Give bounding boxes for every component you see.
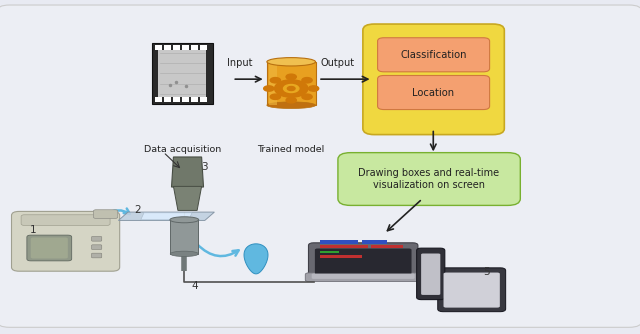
Circle shape <box>286 74 296 79</box>
FancyBboxPatch shape <box>438 268 506 312</box>
FancyBboxPatch shape <box>417 248 445 300</box>
FancyBboxPatch shape <box>92 236 102 241</box>
FancyBboxPatch shape <box>444 273 500 308</box>
FancyBboxPatch shape <box>191 45 198 50</box>
Text: Location: Location <box>412 88 454 98</box>
FancyBboxPatch shape <box>164 45 171 50</box>
Text: 1: 1 <box>30 225 36 235</box>
Polygon shape <box>173 186 202 210</box>
Ellipse shape <box>170 217 198 223</box>
FancyBboxPatch shape <box>378 75 490 110</box>
Ellipse shape <box>170 251 198 257</box>
Circle shape <box>302 94 312 100</box>
Text: Trained model: Trained model <box>257 145 325 154</box>
FancyBboxPatch shape <box>92 253 102 258</box>
FancyBboxPatch shape <box>200 98 207 103</box>
FancyBboxPatch shape <box>371 245 403 248</box>
FancyBboxPatch shape <box>173 98 180 103</box>
FancyBboxPatch shape <box>269 62 277 105</box>
FancyBboxPatch shape <box>31 237 68 259</box>
FancyBboxPatch shape <box>378 38 490 72</box>
Polygon shape <box>118 212 214 220</box>
FancyBboxPatch shape <box>320 250 339 253</box>
FancyBboxPatch shape <box>93 210 118 218</box>
FancyBboxPatch shape <box>338 153 520 205</box>
FancyBboxPatch shape <box>421 254 440 295</box>
FancyBboxPatch shape <box>182 98 189 103</box>
FancyBboxPatch shape <box>191 98 198 103</box>
FancyBboxPatch shape <box>320 240 358 244</box>
FancyBboxPatch shape <box>12 211 120 271</box>
FancyBboxPatch shape <box>170 220 198 254</box>
Text: Classification: Classification <box>400 50 467 60</box>
FancyBboxPatch shape <box>0 5 640 327</box>
Polygon shape <box>244 244 268 274</box>
Circle shape <box>264 86 274 91</box>
Text: 3: 3 <box>202 162 208 172</box>
Polygon shape <box>141 213 192 220</box>
FancyBboxPatch shape <box>308 243 418 278</box>
Text: Data acquisition: Data acquisition <box>144 145 221 154</box>
Circle shape <box>270 77 280 83</box>
FancyBboxPatch shape <box>152 43 212 104</box>
Polygon shape <box>172 157 204 187</box>
Circle shape <box>270 94 280 100</box>
FancyBboxPatch shape <box>21 215 110 225</box>
FancyBboxPatch shape <box>92 245 102 249</box>
FancyBboxPatch shape <box>320 255 362 258</box>
FancyBboxPatch shape <box>164 98 171 103</box>
FancyBboxPatch shape <box>155 45 161 50</box>
FancyBboxPatch shape <box>362 240 387 244</box>
FancyBboxPatch shape <box>182 45 189 50</box>
FancyBboxPatch shape <box>363 24 504 135</box>
Circle shape <box>284 85 299 93</box>
Circle shape <box>275 80 308 97</box>
Text: 4: 4 <box>192 281 198 291</box>
Circle shape <box>308 86 319 91</box>
FancyBboxPatch shape <box>200 45 207 50</box>
FancyBboxPatch shape <box>173 45 180 50</box>
Circle shape <box>302 77 312 83</box>
Ellipse shape <box>267 58 316 66</box>
Ellipse shape <box>267 102 316 109</box>
FancyBboxPatch shape <box>312 274 415 279</box>
FancyBboxPatch shape <box>320 245 368 248</box>
FancyBboxPatch shape <box>305 273 421 282</box>
Text: Output: Output <box>321 58 355 68</box>
FancyBboxPatch shape <box>159 50 206 97</box>
FancyBboxPatch shape <box>27 235 72 261</box>
FancyBboxPatch shape <box>267 62 316 105</box>
Text: 5: 5 <box>483 267 490 277</box>
Circle shape <box>287 87 295 91</box>
FancyBboxPatch shape <box>155 98 161 103</box>
FancyBboxPatch shape <box>315 248 412 275</box>
Circle shape <box>286 98 296 103</box>
Text: Input: Input <box>227 58 253 68</box>
Text: 2: 2 <box>134 205 141 215</box>
Text: Drawing boxes and real-time
visualization on screen: Drawing boxes and real-time visualizatio… <box>358 168 499 190</box>
